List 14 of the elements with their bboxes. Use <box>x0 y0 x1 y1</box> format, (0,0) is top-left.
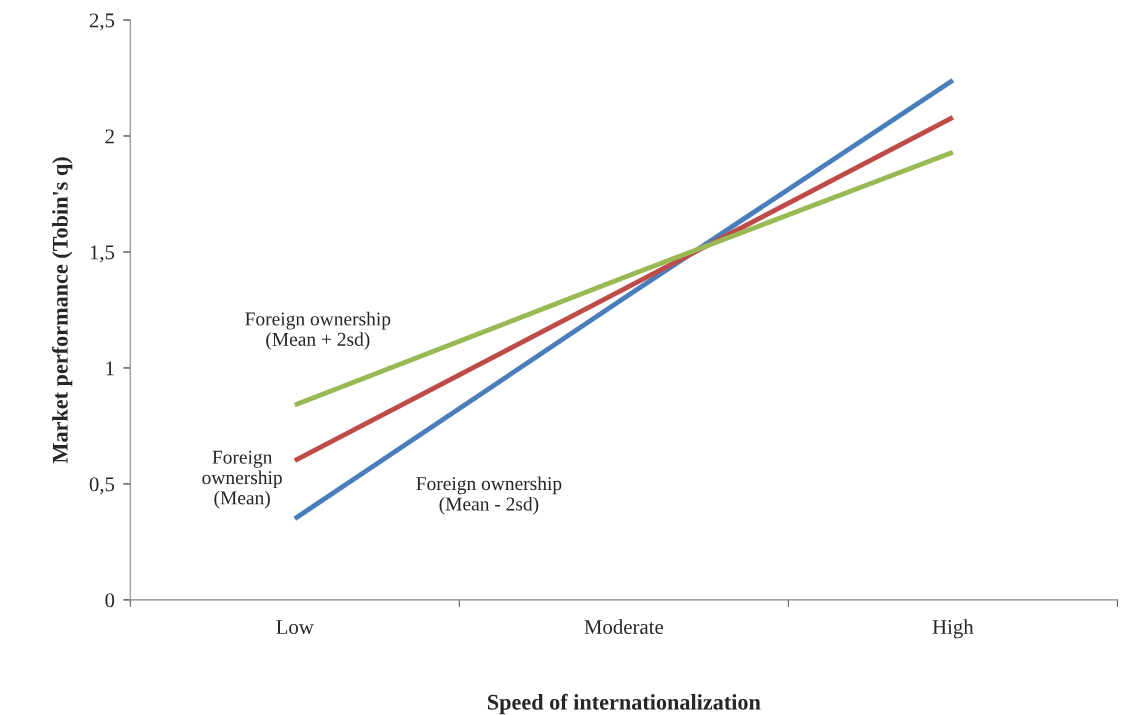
x-tick-label: Low <box>276 620 314 634</box>
y-axis-title: Market performance (Tobin's q) <box>51 157 73 464</box>
series-label: Foreign ownership (Mean - 2sd) <box>416 476 562 515</box>
y-tick-label: 1,5 <box>90 245 115 263</box>
y-tick-label: 0,5 <box>89 477 115 495</box>
series-label: Foreign ownership (Mean + 2sd) <box>245 311 391 350</box>
y-tick-label: 1 <box>106 361 114 376</box>
x-tick-label: High <box>932 619 974 639</box>
series-label: Foreign ownership (Mean) <box>202 450 282 509</box>
y-tick-label: 2,5 <box>89 13 115 31</box>
x-axis-title: Speed of internationalization <box>487 693 761 715</box>
y-tick-label: 2 <box>105 129 114 144</box>
x-tick-label: Moderate <box>584 619 664 634</box>
y-tick-label: 0 <box>105 593 115 608</box>
